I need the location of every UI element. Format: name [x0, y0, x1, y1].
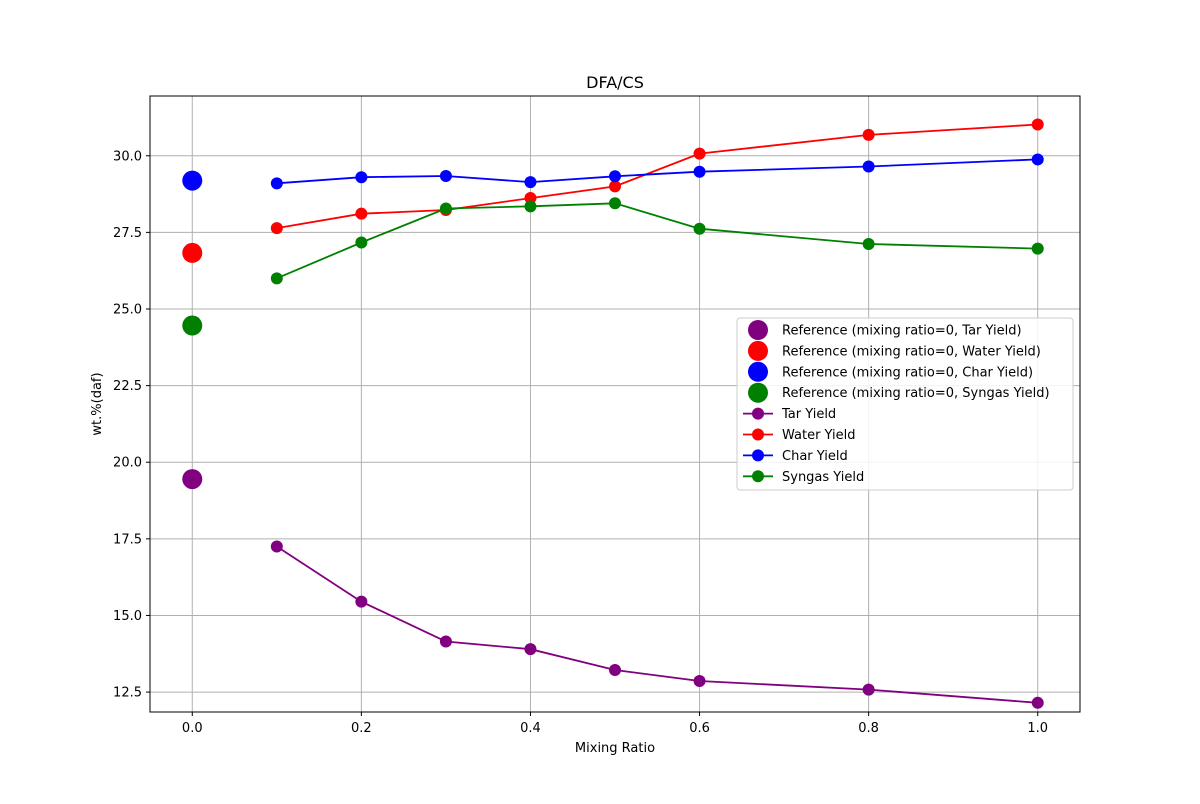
water-yield-point: [524, 192, 537, 205]
legend-box: [736, 317, 1074, 491]
legend-series-marker: [752, 428, 764, 441]
legend-reference-label: Reference (mixing ratio=0, Syngas Yield): [782, 386, 1050, 401]
tick-layer: 0.0 0.2 0.4 0.6 0.8 1.0 12.5 15.0 17.5 20.0 22.5 25…: [113, 149, 1048, 736]
syngas-yield-point: [270, 272, 283, 285]
x-tick-label: 0.8: [858, 721, 879, 736]
legend-series-marker: [752, 449, 764, 462]
char-yield-point: [609, 170, 621, 183]
tar-yield-point: [609, 664, 621, 677]
syngas-yield-point: [693, 222, 706, 235]
char-yield-point: [862, 160, 875, 173]
tar-yield-point: [693, 675, 706, 688]
water-yield-point: [862, 128, 875, 141]
legend-series-label: Tar Yield: [781, 407, 836, 422]
y-tick-label: 20.0: [113, 456, 142, 471]
tar-yield-point: [355, 595, 368, 608]
x-tick-label: 1.0: [1027, 721, 1048, 736]
tar-yield-series: [270, 540, 1044, 709]
tar-yield-point: [270, 540, 283, 553]
legend-reference-label: Reference (mixing ratio=0, Char Yield): [782, 365, 1033, 380]
reference-layer: [182, 170, 203, 490]
char-yield-point: [439, 169, 452, 182]
y-tick-label: 12.5: [113, 686, 142, 701]
char-yield-point: [270, 177, 283, 190]
y-tick-label: 30.0: [113, 149, 142, 164]
tar-yield-point: [524, 643, 537, 656]
syngas-yield-line: [276, 202, 1038, 280]
water-yield-point: [609, 180, 621, 193]
tar-yield-point: [439, 635, 452, 648]
syngas-yield-point: [355, 236, 368, 249]
legend-reference-marker: [748, 340, 768, 361]
x-tick-label: 0.6: [689, 721, 710, 736]
y-tick-label: 25.0: [113, 302, 142, 317]
water-yield-series: [270, 118, 1044, 235]
y-tick-label: 17.5: [113, 532, 142, 547]
reference-point: [182, 315, 203, 336]
legend-reference-label: Reference (mixing ratio=0, Water Yield): [782, 344, 1041, 359]
legend-series-label: Syngas Yield: [782, 470, 864, 485]
water-yield-point: [693, 147, 706, 160]
char-yield-point: [524, 176, 537, 189]
y-tick-label: 27.5: [113, 226, 142, 241]
legend-series-label: Water Yield: [782, 428, 856, 443]
y-tick-label: 15.0: [113, 609, 142, 624]
water-yield-point: [1031, 118, 1044, 131]
legend-reference-marker: [748, 361, 768, 382]
char-yield-point: [1031, 153, 1044, 166]
syngas-yield-series: [270, 197, 1044, 285]
reference-point: [182, 170, 203, 191]
x-tick-label: 0.2: [351, 721, 372, 736]
water-yield-point: [270, 222, 283, 235]
water-yield-line: [276, 123, 1038, 229]
tar-yield-line: [276, 545, 1038, 704]
plot-frame: [149, 95, 1081, 713]
char-yield-series: [270, 153, 1044, 190]
legend-reference-label: Reference (mixing ratio=0, Tar Yield): [782, 324, 1022, 339]
legend-reference-marker: [748, 382, 768, 403]
tar-yield-point: [862, 683, 875, 696]
syngas-yield-point: [1031, 242, 1044, 255]
series-layer: [270, 118, 1044, 709]
tar-yield-point: [1031, 696, 1044, 709]
legend-series-marker: [752, 407, 764, 420]
legend-series-marker: [752, 470, 764, 483]
reference-point: [182, 242, 203, 263]
x-tick-label: 0.4: [520, 721, 541, 736]
char-yield-line: [276, 158, 1038, 185]
x-axis-label: Mixing Ratio: [575, 741, 655, 756]
char-yield-point: [355, 171, 368, 184]
legend: Reference (mixing ratio=0, Tar Yield) Ref…: [736, 317, 1074, 491]
water-yield-point: [355, 207, 368, 220]
syngas-yield-point: [862, 238, 875, 251]
y-axis-label: wt.%(daf): [90, 372, 105, 435]
syngas-yield-point: [609, 197, 621, 210]
char-yield-point: [693, 165, 706, 178]
x-tick-label: 0.0: [182, 721, 203, 736]
syngas-yield-point: [524, 200, 537, 213]
y-tick-label: 22.5: [113, 379, 142, 394]
reference-point: [182, 469, 203, 490]
legend-reference-marker: [748, 320, 768, 340]
legend-series-label: Char Yield: [782, 449, 848, 464]
syngas-yield-point: [439, 202, 452, 215]
chart-title: DFA/CS: [586, 73, 644, 92]
